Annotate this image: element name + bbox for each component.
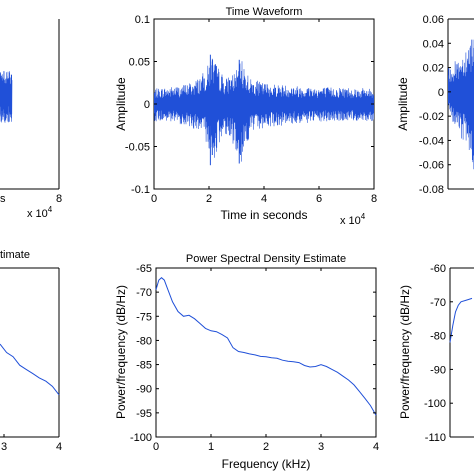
y-tick-label: -100 (130, 432, 152, 444)
chart-title: Time Waveform (226, 6, 303, 18)
y-tick-label: 0.05 (129, 57, 150, 69)
chart-title: Power Spectral Density Estimate (186, 253, 346, 265)
chart-title-partial: timate (0, 249, 30, 261)
time-waveform-left-signal (0, 71, 13, 123)
plot-frame (155, 267, 377, 438)
y-tick-label: -70 (136, 287, 152, 299)
y-tick-label: -90 (136, 384, 152, 396)
axis-ticks: 0 1 2 3 4 -65 -70 -75 -80 -85 -90 -95 -100 (130, 263, 379, 453)
panel-psd-right: -60 -70 -80 -90 -100 -110 Power/frequency (dB… (398, 263, 474, 444)
x-tick-label: 3 (318, 441, 324, 453)
x-tick-label: 1 (208, 441, 214, 453)
y-tick-label: -85 (136, 360, 152, 372)
x-tick-label: 2 (263, 441, 269, 453)
x-tick-label: 0 (151, 193, 157, 205)
y-tick-label: -0.04 (419, 135, 444, 147)
y-tick-label: -0.05 (125, 142, 150, 154)
x-tick-label: 6 (316, 193, 322, 205)
y-tick-label: -90 (430, 364, 446, 376)
psd-curve (155, 277, 377, 416)
panel-time-right: 0.06 0.04 0.02 0 -0.02 -0.04 -0.06 -0.08 Amplit… (396, 14, 474, 196)
y-tick-label: 0 (438, 87, 444, 99)
y-axis-ticks-right-bottom: -60 -70 -80 -90 -100 -110 (424, 263, 453, 444)
y-tick-label: -80 (430, 331, 446, 343)
y-tick-label: -65 (136, 263, 152, 275)
x-exponent-label: x 104 (27, 205, 53, 220)
y-tick-label: -0.02 (419, 111, 444, 123)
y-axis-ticks-right: 0.06 0.04 0.02 0 -0.02 -0.04 -0.06 -0.08 (419, 14, 451, 196)
time-waveform-signal (154, 54, 374, 166)
panel-time-waveform: Time Waveform 0 2 4 6 8 -0.1 -0.05 0 0.05 0.1 Amp… (114, 6, 377, 227)
y-tick-label: -0.08 (419, 184, 444, 196)
y-tick-label: -75 (136, 311, 152, 323)
psd-left-curve (0, 343, 60, 396)
x-tick-label: 4 (261, 193, 267, 205)
x-tick-label: 2 (206, 193, 212, 205)
y-tick-label: -110 (425, 432, 446, 444)
x-tick-label: s (0, 193, 6, 205)
y-tick-label: -60 (430, 263, 446, 275)
y-tick-label: 0.1 (135, 14, 150, 26)
y-tick-label: 0.02 (423, 63, 444, 75)
y-axis-label: Amplitude (396, 77, 410, 131)
panel-time-left: s 8 x 104 (0, 19, 62, 220)
waveform-trace (0, 71, 13, 123)
x-tick-label: 8 (371, 193, 377, 205)
axis-ticks: 0 2 4 6 8 -0.1 -0.05 0 0.05 0.1 (125, 14, 377, 205)
psd-right-curve (449, 297, 473, 343)
y-tick-label: -70 (430, 297, 446, 309)
panel-psd: Power Spectral Density Estimate 0 1 2 3 4 -65… (114, 253, 379, 471)
x-tick-label: 0 (153, 441, 159, 453)
y-tick-label: 0 (144, 99, 150, 111)
x-tick-label: 4 (373, 441, 379, 453)
x-tick-label: 8 (56, 193, 62, 205)
x-tick-label: 4 (56, 441, 62, 453)
y-tick-label: 0.06 (423, 14, 444, 26)
waveform-trace (448, 39, 474, 170)
y-tick-label: -80 (136, 335, 152, 347)
y-tick-label: -0.1 (131, 184, 150, 196)
y-axis-label: Power/frequency (dB/Hz) (398, 285, 412, 419)
x-exponent-label: x 104 (340, 212, 366, 227)
y-tick-label: 0.04 (423, 38, 444, 50)
x-axis-label: Frequency (kHz) (222, 457, 311, 471)
waveform-trace (154, 58, 374, 162)
x-axis-label: Time in seconds (221, 208, 308, 222)
y-axis-label: Amplitude (114, 77, 128, 131)
time-waveform-right-signal (448, 39, 474, 170)
y-tick-label: -100 (424, 398, 446, 410)
y-axis-label: Power/frequency (dB/Hz) (114, 285, 128, 419)
y-tick-label: -95 (136, 408, 152, 420)
x-tick-label: 3 (1, 441, 7, 453)
y-tick-label: -0.06 (419, 160, 444, 172)
